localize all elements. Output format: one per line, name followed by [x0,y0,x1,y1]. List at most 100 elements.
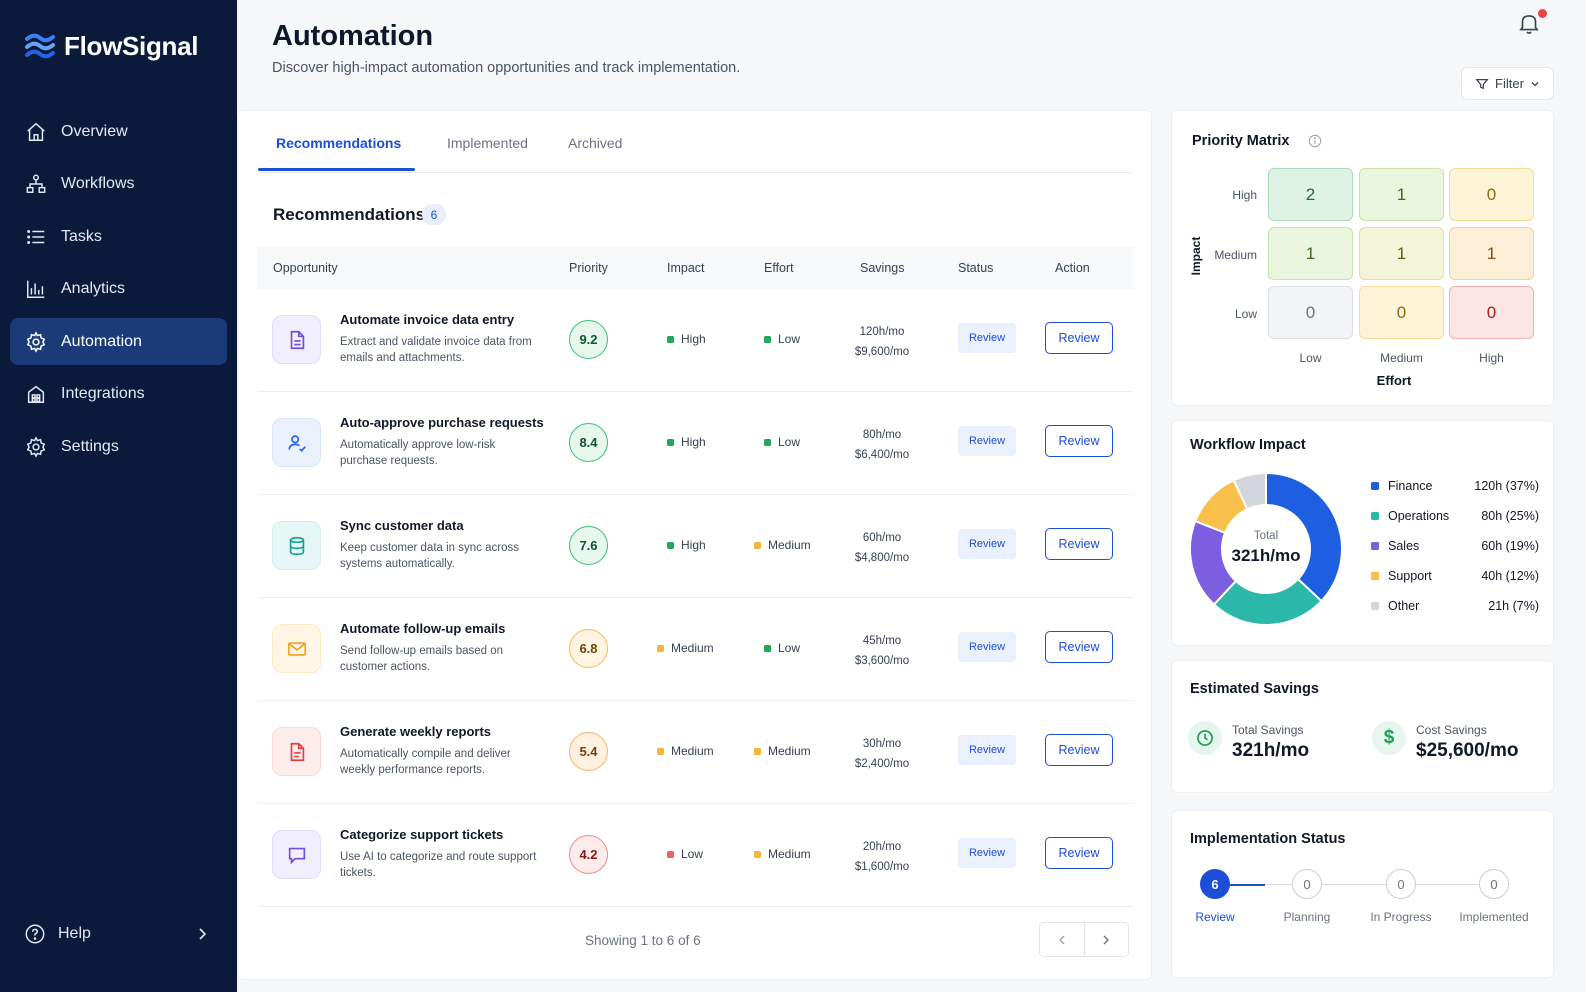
column-header-effort[interactable]: Effort [764,261,794,275]
clock-icon [1188,721,1222,755]
matrix-cell-low-high[interactable]: 0 [1449,286,1534,339]
priority-score: 7.6 [569,526,608,565]
table-row[interactable]: Sync customer data Keep customer data in… [258,495,1133,598]
sidebar-nav: Overview Workflows Tasks Analytics Autom… [10,108,227,476]
step-review[interactable]: 6 Review [1175,869,1255,924]
row-title: Auto-approve purchase requests [340,415,544,430]
donut-slice-other[interactable] [1232,471,1267,511]
donut-center-label: Total [1253,530,1279,542]
donut-slice-finance[interactable] [1265,471,1343,603]
sidebar-item-overview[interactable]: Overview [10,108,227,155]
brand-name: FlowSignal [64,30,199,61]
dollar-icon: $ [1372,721,1406,755]
active-tab-indicator [258,168,415,171]
report-icon [272,727,321,776]
row-title: Automate follow-up emails [340,621,506,636]
step-planning[interactable]: 0 Planning [1267,869,1347,924]
notifications-button[interactable] [1516,10,1542,41]
chevron-right-icon [199,928,207,940]
tab-archived[interactable]: Archived [568,135,623,151]
review-button[interactable]: Review [1045,631,1113,663]
filter-button[interactable]: Filter [1461,67,1554,100]
review-button[interactable]: Review [1045,734,1113,766]
sidebar-item-automation[interactable]: Automation [10,318,227,365]
column-header-savings[interactable]: Savings [860,261,905,275]
review-button[interactable]: Review [1045,425,1113,457]
effort-level: Medium [754,744,811,758]
matrix-x-axis-label: Effort [1376,373,1412,388]
tab-recommendations[interactable]: Recommendations [276,135,402,151]
review-button[interactable]: Review [1045,322,1113,354]
matrix-cell-low-low[interactable]: 0 [1268,286,1353,339]
chevron-left-icon [1058,935,1065,944]
info-icon[interactable] [1308,134,1322,148]
effort-level: Medium [754,847,811,861]
legend-item-sales: Sales 60h (19%) [1371,538,1539,554]
review-button[interactable]: Review [1045,837,1113,869]
impact-level: Medium [657,641,714,655]
tab-implemented[interactable]: Implemented [447,135,528,151]
brand[interactable]: FlowSignal [24,30,199,62]
count-badge: 6 [422,204,446,225]
table-row[interactable]: Automate invoice data entry Extract and … [258,289,1133,392]
legend-item-finance: Finance 120h (37%) [1371,478,1539,494]
matrix-col-label: Low [1299,351,1322,365]
matrix-cell-medium-medium[interactable]: 1 [1359,227,1444,280]
progress-line-complete [1229,884,1265,886]
cost-savings-label: Cost Savings [1416,723,1487,737]
sidebar-item-tasks[interactable]: Tasks [10,213,227,260]
matrix-cell-high-low[interactable]: 2 [1268,168,1353,221]
prev-page-button[interactable] [1040,923,1085,956]
list-icon [27,229,45,244]
review-button[interactable]: Review [1045,528,1113,560]
card-title: Workflow Impact [1190,437,1306,453]
matrix-cell-medium-low[interactable]: 1 [1268,227,1353,280]
sidebar-item-label: Tasks [61,227,102,245]
column-header-action[interactable]: Action [1055,261,1090,275]
gear-icon [26,330,46,353]
database-icon [272,521,321,570]
table-row[interactable]: Automate follow-up emails Send follow-up… [258,598,1133,701]
next-page-button[interactable] [1085,923,1129,956]
table-row[interactable]: Categorize support tickets Use AI to cat… [258,804,1133,907]
sidebar-item-integrations[interactable]: Integrations [10,371,227,418]
filter-label: Filter [1495,76,1524,91]
integrations-icon [27,385,45,403]
sidebar-item-analytics[interactable]: Analytics [10,266,227,313]
document-icon [272,315,321,364]
user-check-icon [272,418,321,467]
matrix-cell-high-high[interactable]: 0 [1449,168,1534,221]
cost-savings-value: $25,600/mo [1416,740,1519,761]
row-description: Automatically compile and deliver weekly… [340,748,511,776]
row-description: Automatically approve low-risk purchase … [340,439,496,467]
column-header-impact[interactable]: Impact [667,261,705,275]
step-implemented[interactable]: 0 Implemented [1454,869,1534,924]
flowsignal-logo-icon [25,33,55,59]
column-header-status[interactable]: Status [958,261,994,275]
status-badge: Review [958,323,1016,353]
effort-level: Low [764,332,800,346]
table-row[interactable]: Generate weekly reports Automatically co… [258,701,1133,804]
bell-icon [1519,15,1539,34]
step-in-progress[interactable]: 0 In Progress [1361,869,1441,924]
matrix-cell-low-medium[interactable]: 0 [1359,286,1444,339]
matrix-cell-medium-high[interactable]: 1 [1449,227,1534,280]
home-icon [27,122,45,141]
priority-score: 5.4 [569,732,608,771]
notification-badge [1538,9,1547,18]
estimated-savings-card: Estimated Savings Total Savings 321h/mo … [1171,660,1554,793]
column-header-opportunity[interactable]: Opportunity [273,261,338,275]
matrix-cell-high-medium[interactable]: 1 [1359,168,1444,221]
page-subtitle: Discover high-impact automation opportun… [272,60,741,76]
table-row[interactable]: Auto-approve purchase requests Automatic… [258,392,1133,495]
sidebar-item-settings[interactable]: Settings [10,423,227,470]
row-description: Send follow-up emails based on customer … [340,645,504,673]
column-header-priority[interactable]: Priority [569,261,608,275]
legend-item-operations: Operations 80h (25%) [1371,508,1539,524]
chevron-right-icon [1103,935,1110,944]
sidebar-item-workflows[interactable]: Workflows [10,161,227,208]
card-title: Priority Matrix [1192,133,1290,149]
page-title: Automation [272,20,434,52]
help-button[interactable]: Help [24,923,210,945]
savings-value: 45h/mo $3,600/mo [854,635,910,667]
